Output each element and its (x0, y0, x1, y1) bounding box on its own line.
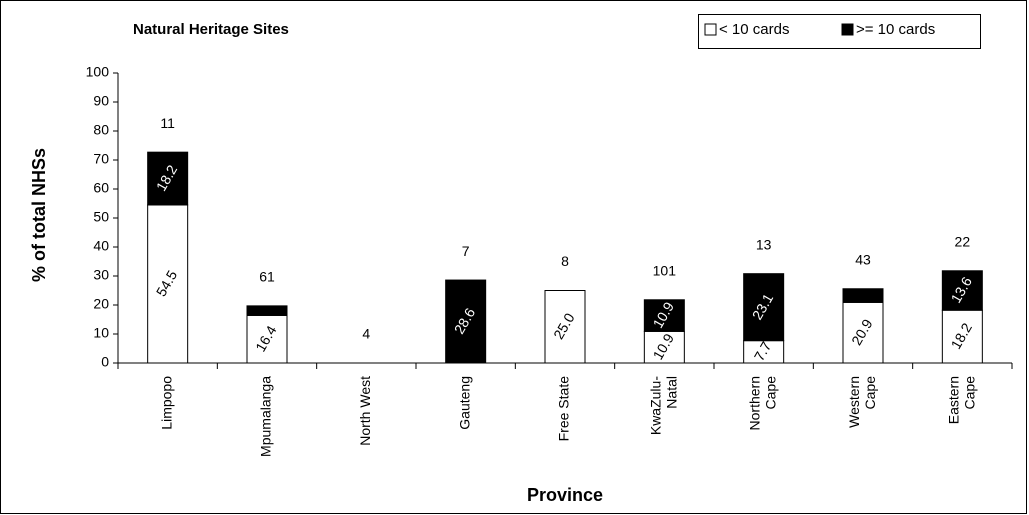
count-label: 43 (855, 251, 871, 267)
x-tick-label: Gauteng (456, 376, 472, 430)
y-tick-label: 60 (93, 180, 109, 196)
legend-label: < 10 cards (719, 21, 789, 38)
y-tick-label: 70 (93, 151, 109, 167)
chart-title: Natural Heritage Sites (133, 21, 289, 38)
bar-segment (246, 305, 288, 316)
bar-segment (246, 314, 288, 364)
bar-segment (743, 273, 785, 342)
count-label: 4 (362, 326, 370, 342)
y-tick-label: 40 (93, 238, 109, 254)
bar-segment (147, 204, 189, 364)
y-tick-label: 80 (93, 122, 109, 138)
count-label: 13 (756, 236, 772, 252)
bar-segment (842, 301, 884, 364)
y-tick-label: 50 (93, 209, 109, 225)
y-tick-label: 20 (93, 296, 109, 312)
bar-segment (941, 309, 983, 364)
count-label: 61 (259, 269, 275, 285)
y-axis-label: % of total NHSs (29, 148, 49, 282)
count-label: 8 (561, 253, 569, 269)
bar-segment (941, 270, 983, 311)
count-label: 101 (653, 262, 677, 278)
y-tick-label: 10 (93, 325, 109, 341)
x-tick-label: Mpumalanga (258, 376, 274, 457)
y-tick-label: 100 (86, 64, 110, 80)
legend-label: >= 10 cards (856, 21, 935, 38)
x-tick-label: EasternCape (945, 376, 977, 424)
bar-segment (643, 330, 685, 364)
legend-box (698, 14, 981, 49)
bar-segment (445, 279, 487, 364)
x-tick-label: KwaZulu-Natal (647, 376, 679, 435)
legend-swatch (704, 23, 717, 36)
bar-segment (842, 288, 884, 303)
x-tick-label: North West (357, 376, 373, 446)
x-tick-label: WesternCape (846, 376, 878, 428)
count-label: 7 (462, 243, 470, 259)
y-tick-label: 30 (93, 267, 109, 283)
x-tick-label: Limpopo (158, 376, 174, 430)
bar-segment (544, 290, 586, 364)
bar-segment (147, 151, 189, 206)
count-label: 22 (955, 233, 971, 249)
y-tick-label: 90 (93, 93, 109, 109)
x-axis-label: Province (527, 485, 603, 505)
legend-swatch (841, 23, 854, 36)
count-label: 11 (160, 115, 175, 131)
y-tick-label: 0 (101, 354, 109, 370)
bar-segment (643, 299, 685, 332)
x-tick-label: NorthernCape (746, 376, 778, 431)
x-tick-label: Free State (556, 376, 572, 442)
